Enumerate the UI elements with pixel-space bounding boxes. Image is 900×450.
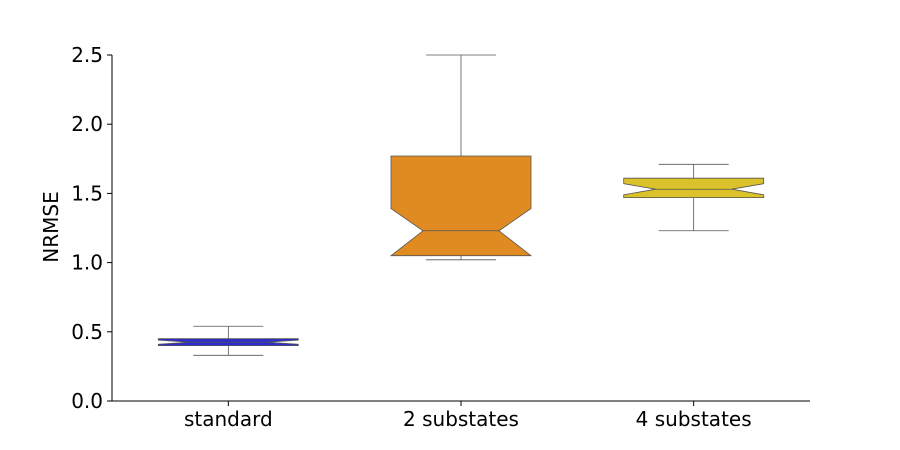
y-tick-label: 0.5: [71, 320, 103, 344]
x-tick-label: 4 substates: [636, 407, 752, 431]
x-axis: standard 2 substates 4 substates: [112, 400, 810, 431]
x-tick-label: standard: [184, 407, 273, 431]
y-tick-label: 1.0: [71, 251, 103, 275]
y-axis: 0.0 0.5 1.0 1.5 2.0 2.5: [71, 43, 113, 413]
box-1: [389, 54, 533, 261]
y-tick-label: 2.5: [71, 43, 103, 67]
box-2: [623, 163, 765, 232]
y-tick-label: 1.5: [71, 181, 103, 205]
y-tick-label: 0.0: [71, 389, 103, 413]
y-axis-label: NRMSE: [39, 191, 63, 262]
x-tick-label: 2 substates: [403, 407, 519, 431]
box-body: [623, 177, 765, 199]
box-body: [389, 155, 533, 257]
boxes: [157, 54, 765, 356]
box-0: [157, 325, 299, 356]
y-tick-label: 2.0: [71, 112, 103, 136]
